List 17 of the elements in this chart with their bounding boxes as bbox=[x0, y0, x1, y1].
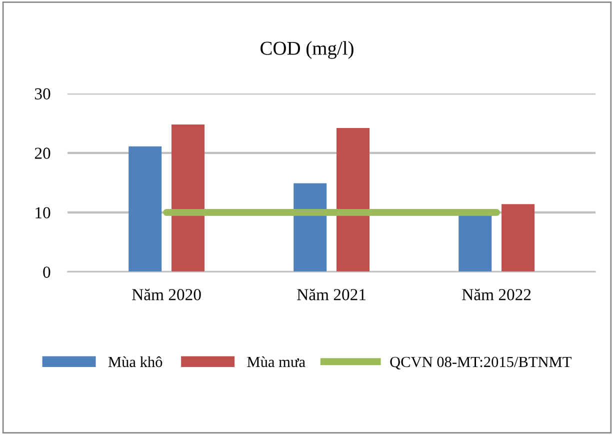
y-tick-label: 20 bbox=[34, 148, 50, 159]
y-tick-label: 10 bbox=[36, 207, 50, 218]
bar bbox=[336, 128, 370, 272]
legend-label: QCVN 08-MT:2015/BTNMT bbox=[390, 356, 572, 370]
bar bbox=[128, 146, 162, 272]
y-tick-label: 0 bbox=[43, 266, 50, 278]
x-tick-label: Năm 2022 bbox=[462, 288, 531, 300]
x-tick-label: Năm 2021 bbox=[297, 288, 366, 300]
y-tick-label: 30 bbox=[35, 88, 50, 100]
legend-label: Mùa mưa bbox=[247, 356, 306, 368]
bar bbox=[172, 124, 204, 272]
bar bbox=[458, 215, 492, 272]
bar bbox=[294, 183, 327, 272]
bar bbox=[502, 204, 535, 272]
chart-title: COD (mg/l) bbox=[260, 41, 354, 59]
x-tick-label: Năm 2020 bbox=[132, 288, 201, 300]
legend-label: Mùa khô bbox=[108, 356, 162, 368]
